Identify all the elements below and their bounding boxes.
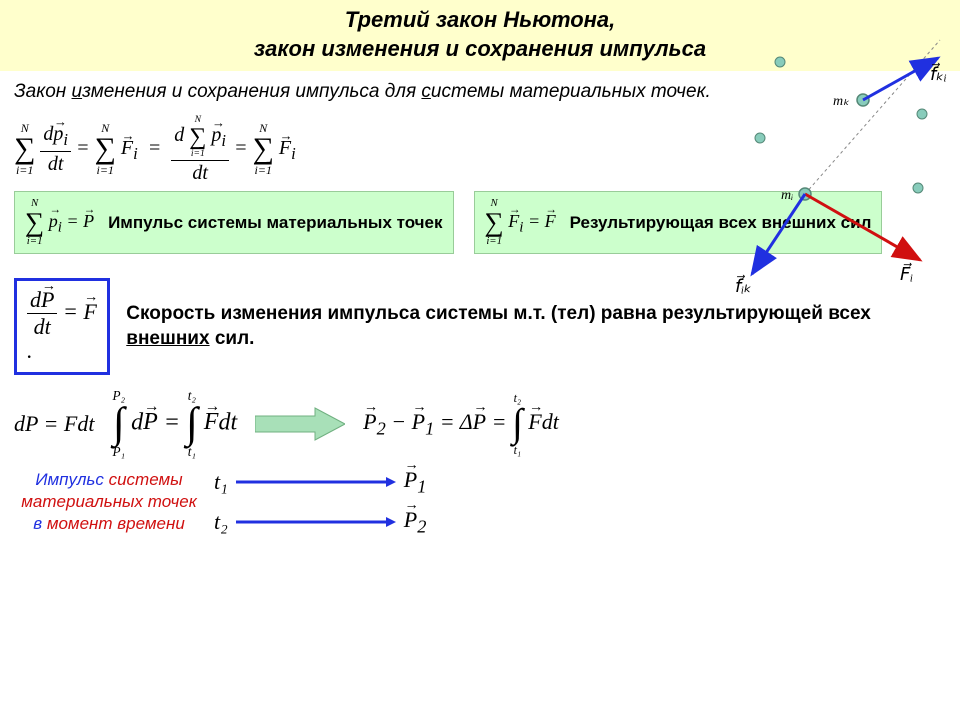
bottom-block: Импульс системы материальных точек в мом… [0,465,960,540]
subheader-prefix: Закон [14,81,72,102]
title-box: Третий закон Ньютона, закон изменения и … [0,0,960,71]
green-box-momentum: N∑i=1 pi = P Импульс системы материальны… [14,191,454,254]
g1i: i=1 [25,236,44,247]
arrow-right-icon [236,515,396,529]
t2-label: t₂ [214,509,228,535]
sum-i3: i=1 [189,149,206,159]
P2-label: P2 [404,507,427,537]
cap-2: материальных точек [21,492,196,511]
cap-3b: момент времени [47,514,185,533]
green-eq1: N∑i=1 pi = P [25,198,94,247]
sum-i4: i=1 [253,164,274,176]
subheader-u2: с [421,81,431,102]
i-lo1: P₁ [112,445,125,458]
block-arrow-icon [255,406,345,442]
law-row: dPdt = F. Скорость изменения импульса си… [0,258,960,383]
law-statement: Скорость изменения импульса системы м.т.… [126,301,946,352]
eq-delta-p: P2 − P1 = ΔP = t₂∫t₁ Fdt [363,392,559,456]
green-row: N∑i=1 pi = P Импульс системы материальны… [0,187,960,258]
cap-1a: Импульс [35,470,108,489]
g2i: i=1 [485,236,504,247]
eq-integral: P₂∫P₁ dP = t₂∫t₁ Fdt [112,389,237,459]
law-prefix: Скорость изменения импульса системы м.т.… [126,303,871,324]
arrow-right-icon [236,475,396,489]
subheader-u1: и [72,81,83,102]
green-box-force: N∑i=1 Fi = F Результирующая всех внешних… [474,191,883,254]
page-title: Третий закон Ньютона, закон изменения и … [10,6,950,63]
subheader-rest: истемы материальных точек. [431,81,711,102]
main-equation: N∑i=1 dpidt = N∑i=1 Fi = d N∑i=1 pidt = … [14,137,296,159]
sum-i2: i=1 [95,164,116,176]
green-label2: Результирующая всех внешних сил [570,212,872,233]
main-equation-row: N∑i=1 dpidt = N∑i=1 Fi = d N∑i=1 pidt = … [0,107,960,187]
bottom-caption: Импульс системы материальных точек в мом… [14,469,204,535]
eq-dPFdt: dP = Fdt [14,411,94,437]
sum-i: i=1 [14,164,35,176]
i-lo3: t₁ [512,444,523,456]
cap-1b: системы [109,470,183,489]
cap-3a: в [33,514,47,533]
title-line1: Третий закон Ньютона, [345,7,616,32]
integral-row: dP = Fdt P₂∫P₁ dP = t₂∫t₁ Fdt P2 − P1 = … [0,383,960,465]
green-eq2: N∑i=1 Fi = F [485,198,556,247]
P1-label: P1 [404,467,427,497]
subheader: Закон изменения и сохранения импульса дл… [0,71,960,107]
time-arrows: t₁ P1 t₂ P2 [214,467,426,538]
law-equation-box: dPdt = F. [14,278,110,375]
subheader-mid: зменения и сохранения импульса для [82,81,421,102]
law-suffix: сил. [210,328,255,349]
law-u: внешних [126,328,209,349]
t1-label: t₁ [214,469,228,495]
green-label1: Импульс системы материальных точек [108,212,442,233]
title-line2: закон изменения и сохранения импульса [254,36,706,61]
i-lo2: t₁ [186,445,198,458]
